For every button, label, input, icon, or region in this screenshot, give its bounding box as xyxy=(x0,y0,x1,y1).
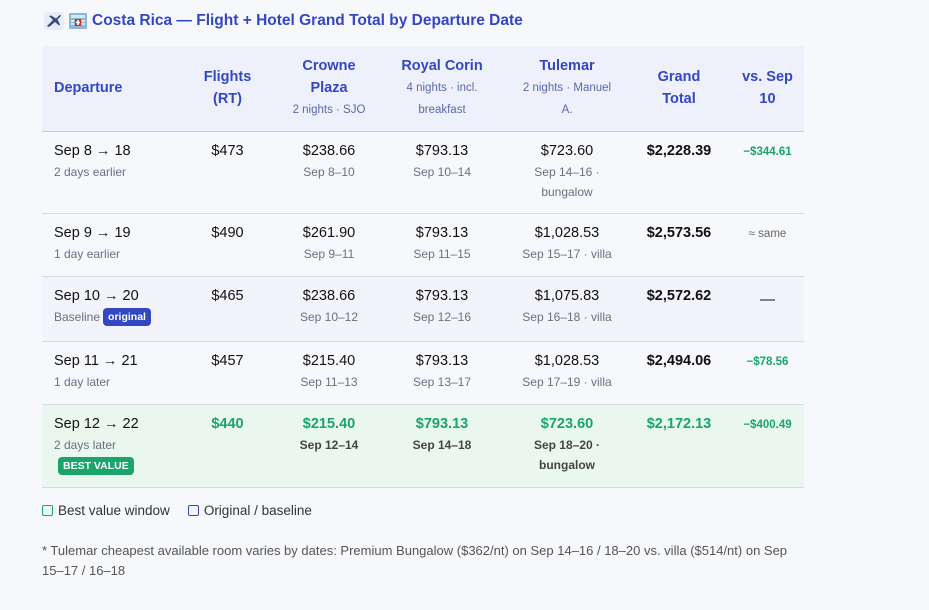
vs-cell: −$400.49 xyxy=(731,404,804,488)
tulemar-cell: $723.60 Sep 18–20 · bungalow xyxy=(507,404,627,488)
header-crowne-plaza: Crowne Plaza 2 nights · SJO xyxy=(281,46,377,132)
tulemar-cell: $723.60 Sep 14–16 · bungalow xyxy=(507,131,627,214)
grand-total-cell: $2,494.06 xyxy=(627,341,731,405)
royal-cell: $793.13 Sep 14–18 xyxy=(377,404,507,488)
grand-total-cell: $2,572.62 xyxy=(627,276,731,342)
tulemar-cell: $1,028.53 Sep 17–19 · villa xyxy=(507,341,627,405)
grand-total-cell: $2,228.39 xyxy=(627,131,731,214)
flight-cell: $440 xyxy=(174,404,281,488)
page-title: Costa Rica — Flight + Hotel Grand Total … xyxy=(44,12,523,30)
royal-cell: $793.13 Sep 13–17 xyxy=(377,341,507,405)
crowne-cell: $215.40 Sep 12–14 xyxy=(281,404,377,488)
vs-cell: — xyxy=(731,276,804,342)
table-row: Sep 8 → 18 2 days earlier $473 $238.66 Sep… xyxy=(42,131,804,214)
departure-cell: Sep 12 → 22 2 days later BEST VALUE xyxy=(42,404,174,488)
header-royal-sub: 4 nights · incl. breakfast xyxy=(406,82,478,117)
header-tulemar: Tulemar 2 nights · Manuel A. xyxy=(507,46,627,132)
royal-cell: $793.13 Sep 10–14 xyxy=(377,131,507,214)
vs-cell: −$344.61 xyxy=(731,131,804,214)
flight-cell: $457 xyxy=(174,341,281,405)
legend-best-value: Best value window xyxy=(42,503,170,518)
header-crowne-sub: 2 nights · SJO xyxy=(292,104,366,117)
royal-cell: $793.13 Sep 11–15 xyxy=(377,213,507,277)
table-row: Sep 9 → 19 1 day earlier $490 $261.90 Sep … xyxy=(42,213,804,277)
table-row: Sep 11 → 21 1 day later $457 $215.40 Sep 1… xyxy=(42,341,804,405)
header-departure: Departure xyxy=(42,46,174,132)
airplane-icon xyxy=(44,12,64,30)
green-swatch-icon xyxy=(42,505,53,516)
price-table: Departure Flights (RT) Crowne Plaza 2 ni… xyxy=(42,46,804,488)
footnote: * Tulemar cheapest available room varies… xyxy=(42,543,788,578)
original-badge: original xyxy=(103,308,151,327)
table-row-best-value: Sep 12 → 22 2 days later BEST VALUE $440 $… xyxy=(42,404,804,488)
title-text: Costa Rica — Flight + Hotel Grand Total … xyxy=(92,12,523,29)
flight-cell: $490 xyxy=(174,213,281,277)
blue-swatch-icon xyxy=(187,505,199,516)
crowne-cell: $261.90 Sep 9–11 xyxy=(281,213,377,277)
header-flights: Flights (RT) xyxy=(174,46,281,132)
royal-cell: $793.13 Sep 12–16 xyxy=(377,276,507,342)
header-grand-total: Grand Total xyxy=(627,46,731,132)
departure-cell: Sep 10 → 20 Baseline original xyxy=(42,276,174,342)
vs-cell: ≈ same xyxy=(731,213,804,277)
crowne-cell: $238.66 Sep 8–10 xyxy=(281,131,377,214)
flight-cell: $473 xyxy=(174,131,281,214)
vs-cell: −$78.56 xyxy=(731,341,804,405)
departure-cell: Sep 8 → 18 2 days earlier xyxy=(42,131,174,214)
legend: Best value window Original / baseline xyxy=(42,503,312,518)
header-royal-corin: Royal Corin 4 nights · incl. breakfast xyxy=(377,46,507,132)
grand-total-cell: $2,172.13 xyxy=(627,404,731,488)
table-row-baseline: Sep 10 → 20 Baseline original $465 $238.66… xyxy=(42,276,804,342)
flight-cell: $465 xyxy=(174,276,281,342)
tulemar-cell: $1,075.83 Sep 16–18 · villa xyxy=(507,276,627,342)
departure-cell: Sep 9 → 19 1 day earlier xyxy=(42,213,174,277)
tulemar-cell: $1,028.53 Sep 15–17 · villa xyxy=(507,213,627,277)
crowne-cell: $215.40 Sep 11–13 xyxy=(281,341,377,405)
table-header-row: Departure Flights (RT) Crowne Plaza 2 ni… xyxy=(42,46,804,132)
header-vs-sep10: vs. Sep 10 xyxy=(731,46,804,132)
crowne-cell: $238.66 Sep 10–12 xyxy=(281,276,377,342)
departure-cell: Sep 11 → 21 1 day later xyxy=(42,341,174,405)
hotel-icon xyxy=(68,12,88,30)
best-value-badge: BEST VALUE xyxy=(58,456,134,475)
grand-total-cell: $2,573.56 xyxy=(627,213,731,277)
header-tulemar-sub: 2 nights · Manuel A. xyxy=(522,82,612,117)
legend-baseline: Original / baseline xyxy=(187,503,312,518)
